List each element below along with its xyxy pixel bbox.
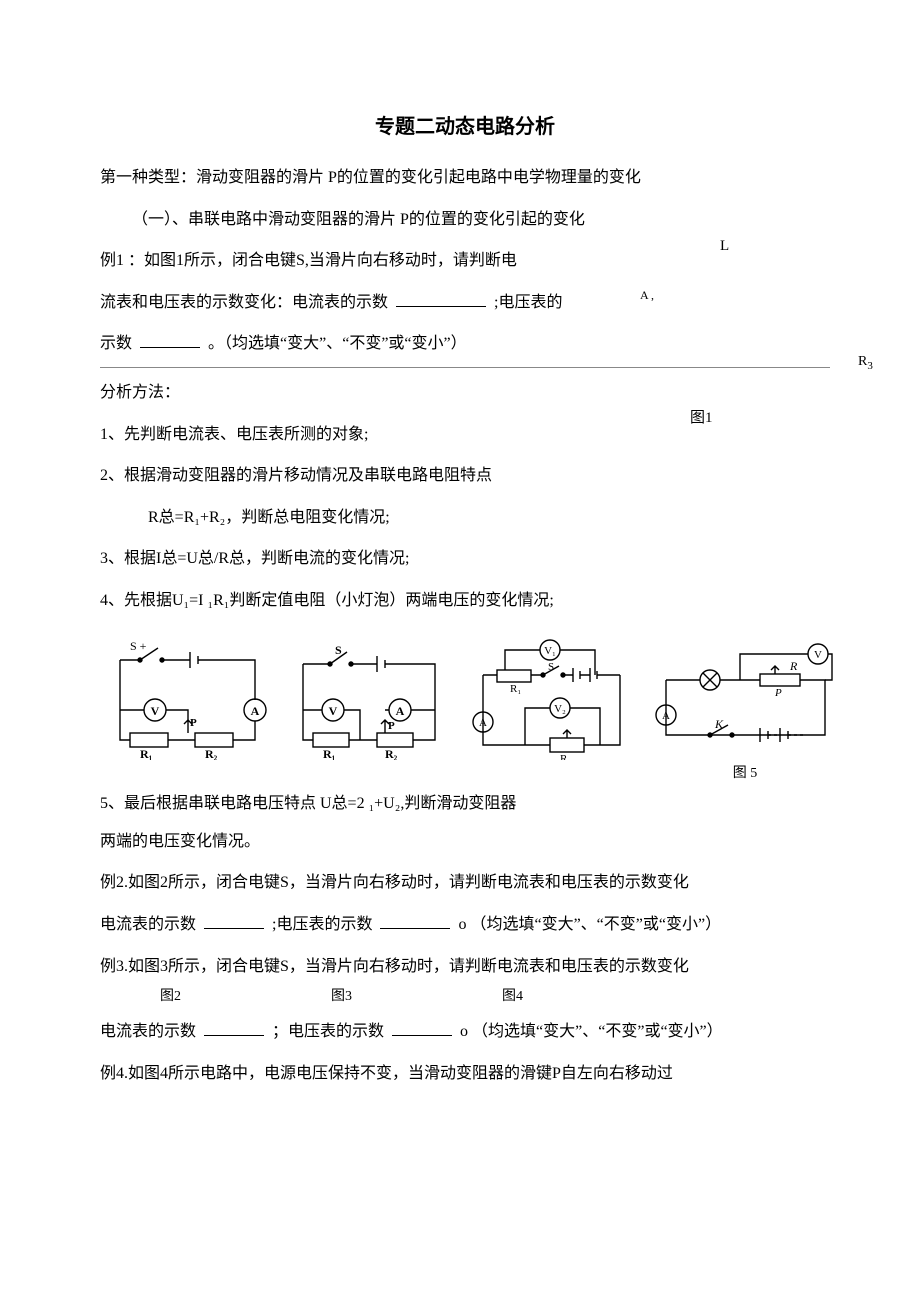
ex2-line2: 电流表的示数 ;电压表的示数 o （均选填“变大”、“不变”或“变小”） bbox=[100, 904, 830, 946]
label-fig3: 图3 bbox=[331, 985, 352, 1005]
svg-text:V: V bbox=[814, 649, 822, 661]
method-5a: 5、最后根据串联电路电压特点 U总=2 ₁+U₂,判断滑动变阻器 bbox=[100, 786, 830, 821]
blank-ex2-a bbox=[204, 913, 264, 929]
method-3: 3、根据I总=U总/R总，判断电流的变化情况; bbox=[100, 538, 830, 580]
method-heading: 分析方法： bbox=[100, 372, 830, 414]
svg-text:R₁: R₁ bbox=[140, 747, 153, 760]
ex1-text-b: 流表和电压表的示数变化：电流表的示数 bbox=[100, 294, 392, 311]
ex1-text-a: 例1 ：如图1所示，闭合电键S,当滑片向右移动时，请判断电 bbox=[100, 252, 517, 269]
ex1-line2: 流表和电压表的示数变化：电流表的示数 ;电压表的 bbox=[100, 282, 830, 324]
blank-ammeter-1 bbox=[396, 291, 486, 307]
page-title: 专题二动态电路分析 bbox=[100, 110, 830, 139]
ex3-line2: 电流表的示数 ；电压表的示数 o （均选填“变大”、“不变”或“变小”） bbox=[100, 1011, 830, 1053]
figure-4: V₁ R₁ S A V₂ bbox=[465, 630, 640, 760]
side-label-l: L bbox=[720, 238, 729, 255]
svg-text:R₂: R₂ bbox=[205, 747, 218, 760]
svg-text:V: V bbox=[329, 704, 338, 718]
method-1: 1、先判断电流表、电压表所测的对象; bbox=[100, 414, 830, 456]
svg-text:A: A bbox=[396, 704, 405, 718]
method-2b: R总=R₁+R₂，判断总电阻变化情况; bbox=[100, 497, 830, 539]
figure-5-label: 图 5 bbox=[650, 762, 840, 782]
svg-text:V: V bbox=[151, 704, 160, 718]
blank-ex3-v bbox=[392, 1020, 452, 1036]
ex1-line3: 示数 。（均选填“变大”、“不变”或“变小”） bbox=[100, 323, 830, 368]
ex3-text-2: ；电压表的示数 bbox=[272, 1023, 384, 1040]
side-label-fig1: 图1 bbox=[690, 406, 713, 427]
svg-text:A: A bbox=[251, 704, 260, 718]
ex1-text-c: ;电压表的 bbox=[494, 294, 562, 311]
svg-text:K: K bbox=[714, 717, 724, 731]
figure-5: R P V A K 图 5 bbox=[650, 630, 840, 782]
label-fig4: 图4 bbox=[502, 985, 523, 1005]
ex1-text-d: 示数 bbox=[100, 335, 132, 352]
svg-text:A: A bbox=[479, 717, 487, 729]
blank-voltmeter-1 bbox=[140, 332, 200, 348]
ex2-text-2: ;电压表的示数 bbox=[272, 916, 372, 933]
ex3-text-1: 电流表的示数 bbox=[100, 1023, 196, 1040]
figure-3: V A S P R₁ R₂ bbox=[285, 630, 455, 760]
ex3-line1: 例3.如图3所示，闭合电键S，当滑片向右移动时，请判断电流表和电压表的示数变化 bbox=[100, 946, 830, 988]
blank-ex3-a bbox=[204, 1020, 264, 1036]
svg-text:P: P bbox=[388, 720, 395, 732]
svg-text:R₁: R₁ bbox=[323, 747, 336, 760]
svg-text:A: A bbox=[662, 710, 670, 722]
svg-text:R: R bbox=[789, 659, 798, 673]
svg-text:R₂: R₂ bbox=[385, 747, 398, 760]
paragraph-sub1: （一）、串联电路中滑动变阻器的滑片 P的位置的变化引起的变化 bbox=[100, 199, 830, 241]
svg-text:R₂: R₂ bbox=[560, 753, 571, 760]
svg-text:V₂: V₂ bbox=[554, 703, 566, 715]
svg-text:S: S bbox=[335, 643, 342, 657]
svg-text:V₁: V₁ bbox=[544, 645, 556, 657]
ex4-line1: 例4.如图4所示电路中，电源电压保持不变，当滑动变阻器的滑键P自左向右移动过 bbox=[100, 1053, 830, 1095]
ex2-text-3: o （均选填“变大”、“不变”或“变小”） bbox=[458, 916, 721, 933]
figure-labels-row: 图2 图3 图4 bbox=[100, 985, 830, 1005]
method-5b: 两端的电压变化情况。 bbox=[100, 821, 830, 863]
ex1-text-e: 。（均选填“变大”、“不变”或“变小”） bbox=[208, 335, 467, 352]
blank-ex2-v bbox=[380, 913, 450, 929]
ex2-text-1: 电流表的示数 bbox=[100, 916, 196, 933]
paragraph-type1: 第一种类型：滑动变阻器的滑片 P的位置的变化引起电路中电学物理量的变化 bbox=[100, 157, 830, 199]
side-label-a: A , bbox=[640, 288, 654, 303]
ex2-line1: 例2.如图2所示，闭合电键S，当滑片向右移动时，请判断电流表和电压表的示数变化 bbox=[100, 862, 830, 904]
svg-text:S +: S + bbox=[130, 639, 147, 653]
figure-row: A V S + P R₁ R₂ bbox=[100, 630, 830, 782]
svg-text:P: P bbox=[190, 717, 197, 729]
side-label-r3: R3 bbox=[858, 354, 873, 372]
method-2: 2、根据滑动变阻器的滑片移动情况及串联电路电阻特点 bbox=[100, 455, 830, 497]
figure-2: A V S + P R₁ R₂ bbox=[100, 630, 275, 760]
svg-text:P: P bbox=[774, 687, 782, 699]
method-4: 4、先根据U₁=I ₁R₁判断定值电阻（小灯泡）两端电压的变化情况; bbox=[100, 580, 830, 622]
ex3-text-3: o （均选填“变大”、“不变”或“变小”） bbox=[460, 1023, 723, 1040]
label-fig2: 图2 bbox=[160, 985, 181, 1005]
svg-text:R₁: R₁ bbox=[510, 683, 521, 695]
